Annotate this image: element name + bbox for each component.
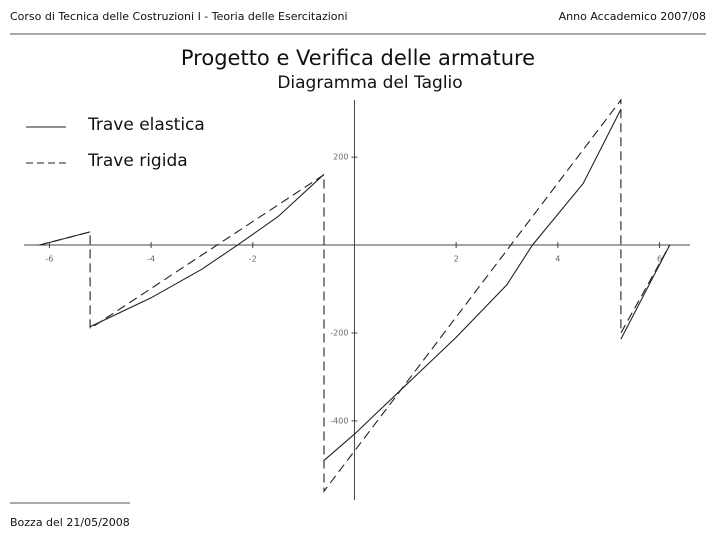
x-tick-label: -6 — [45, 255, 53, 264]
x-tick-label: 4 — [555, 255, 560, 264]
course-title: Corso di Tecnica delle Costruzioni I - T… — [10, 10, 348, 23]
series-line — [39, 108, 671, 461]
x-tick-label: 6 — [657, 255, 662, 264]
chart-title: Progetto e Verifica delle armature — [181, 46, 535, 70]
draft-date: Bozza del 21/05/2008 — [10, 516, 130, 529]
academic-year: Anno Accademico 2007/08 — [559, 10, 706, 23]
series-line — [39, 98, 671, 493]
x-tick-label: 2 — [454, 255, 459, 264]
legend-label: Trave elastica — [87, 115, 205, 135]
y-tick-label: -200 — [330, 328, 348, 337]
chart-subtitle: Diagramma del Taglio — [277, 73, 462, 93]
legend-label: Trave rigida — [87, 151, 188, 171]
y-tick-label: -400 — [330, 416, 348, 425]
plot: -6 -4 -2 2 4 6 200 -200 -400 Trave elastica Trave … — [24, 98, 690, 500]
y-tick-label: 200 — [333, 153, 348, 162]
x-tick-label: -4 — [147, 255, 155, 264]
x-tick-label: -2 — [249, 255, 257, 264]
